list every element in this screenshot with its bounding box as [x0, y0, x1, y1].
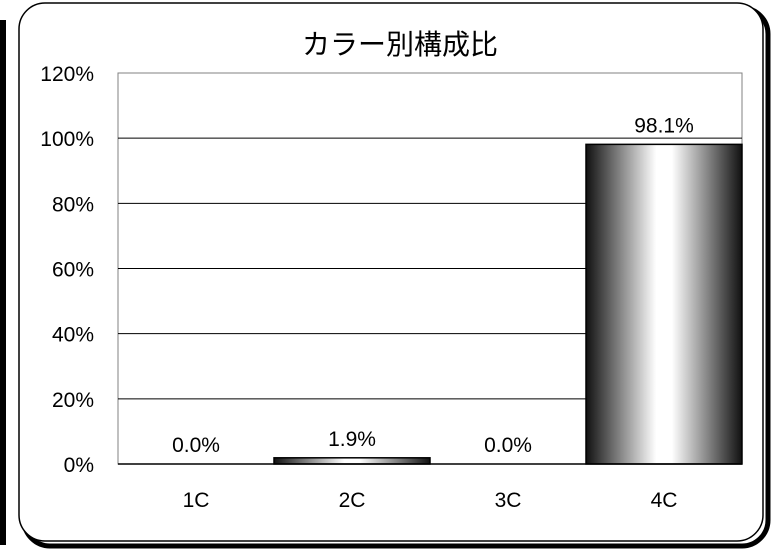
- left-edge-bar: [0, 20, 6, 545]
- chart-title: カラー別構成比: [302, 29, 498, 60]
- bar-2C: [273, 457, 431, 465]
- category-label-2C: 2C: [339, 489, 366, 512]
- data-label-3C: 0.0%: [484, 434, 532, 457]
- x-axis-categories: 1C 2C 3C 4C: [183, 489, 678, 512]
- data-labels: 0.0% 1.9% 0.0% 98.1%: [172, 114, 694, 457]
- y-tick-label: 20%: [52, 389, 94, 412]
- y-tick-label: 40%: [52, 324, 94, 347]
- y-tick-label: 0%: [64, 454, 94, 477]
- data-label-1C: 0.0%: [172, 434, 220, 457]
- y-tick-label: 80%: [52, 193, 94, 216]
- category-label-1C: 1C: [183, 489, 210, 512]
- data-label-2C: 1.9%: [328, 428, 376, 451]
- data-label-4C: 98.1%: [634, 114, 694, 137]
- category-label-4C: 4C: [651, 489, 678, 512]
- y-tick-label: 120%: [40, 63, 94, 86]
- bars: [273, 143, 743, 465]
- bar-4C: [585, 143, 743, 465]
- y-tick-label: 60%: [52, 259, 94, 282]
- y-tick-label: 100%: [40, 128, 94, 151]
- y-axis-ticks: 0% 20% 40% 60% 80% 100% 120%: [40, 63, 94, 477]
- category-label-3C: 3C: [495, 489, 522, 512]
